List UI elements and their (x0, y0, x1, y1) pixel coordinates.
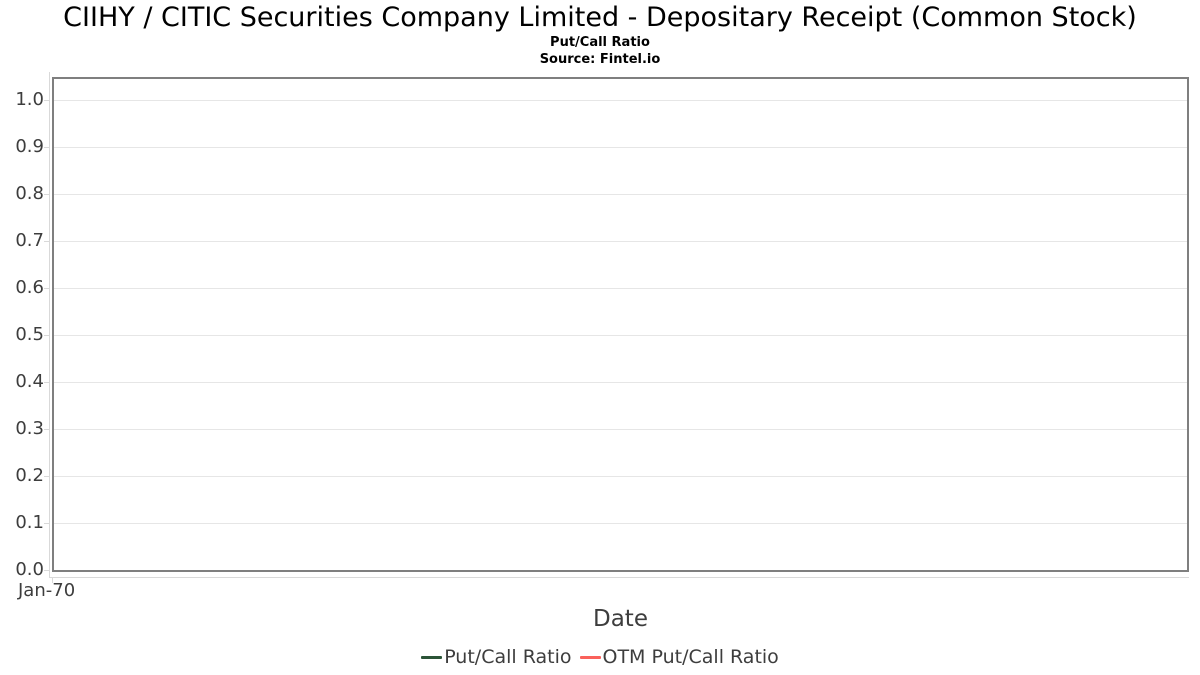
gridline (54, 335, 1187, 336)
y-axis-tick (44, 147, 50, 148)
y-axis-tick-label: 0.7 (15, 230, 44, 251)
x-axis-tick-label: Jan-70 (18, 580, 76, 601)
legend-label: Put/Call Ratio (444, 646, 572, 668)
y-axis-tick-label: 0.1 (15, 512, 44, 533)
y-axis-tick (44, 194, 50, 195)
y-axis-tick (44, 335, 50, 336)
y-axis-tick-label: 0.8 (15, 183, 44, 204)
legend-line-swatch (421, 655, 443, 659)
y-axis-tick-label: 0.9 (15, 136, 44, 157)
chart-title: CIIHY / CITIC Securities Company Limited… (63, 2, 1137, 33)
y-axis-tick-label: 0.2 (15, 465, 44, 486)
gridline (54, 100, 1187, 101)
y-axis-tick (44, 288, 50, 289)
gridline (54, 523, 1187, 524)
gridline (54, 476, 1187, 477)
y-axis-tick-label: 0.0 (15, 559, 44, 580)
y-axis-tick (44, 476, 50, 477)
chart-legend: Put/Call Ratio OTM Put/Call Ratio (0, 646, 1200, 668)
legend-item[interactable]: Put/Call Ratio (421, 646, 572, 668)
y-axis-tick-label: 0.6 (15, 277, 44, 298)
legend-item[interactable]: OTM Put/Call Ratio (579, 646, 779, 668)
y-axis-tick (44, 429, 50, 430)
plot-area[interactable] (52, 77, 1189, 572)
y-axis-tick-label: 1.0 (15, 89, 44, 110)
gridline (54, 194, 1187, 195)
gridline (54, 382, 1187, 383)
y-axis-tick (44, 100, 50, 101)
y-axis-tick-label: 0.4 (15, 371, 44, 392)
x-axis-title: Date (593, 606, 648, 632)
x-axis-tick (52, 577, 53, 583)
y-axis-tick (44, 523, 50, 524)
y-axis-tick (44, 241, 50, 242)
gridline (54, 147, 1187, 148)
legend-line-swatch (579, 655, 601, 659)
x-axis-line (50, 577, 1189, 578)
chart-subtitle: Put/Call Ratio (550, 35, 650, 50)
legend-label: OTM Put/Call Ratio (602, 646, 779, 668)
gridline (54, 429, 1187, 430)
y-axis-tick-label: 0.3 (15, 418, 44, 439)
y-axis-tick (44, 382, 50, 383)
y-axis-tick (44, 570, 50, 571)
y-axis-line (49, 72, 50, 578)
gridline (54, 241, 1187, 242)
y-axis-tick-label: 0.5 (15, 324, 44, 345)
chart-source-credit: Source: Fintel.io (539, 52, 661, 67)
gridline (54, 288, 1187, 289)
